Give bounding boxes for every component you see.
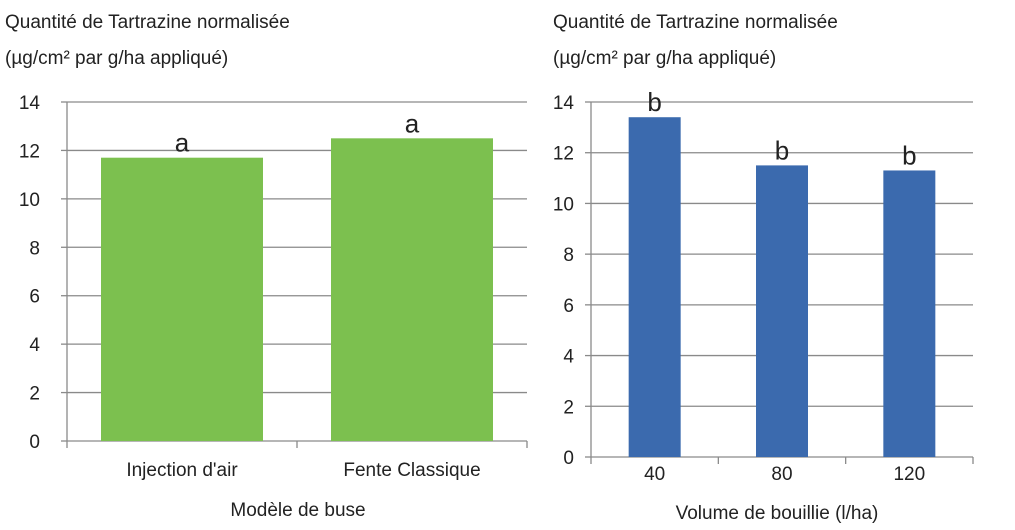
data-label: b [775, 135, 789, 165]
y-tick-label: 14 [553, 93, 575, 114]
chart-subtitle: (µg/cm² par g/ha appliqué) [553, 48, 776, 69]
bar [628, 117, 681, 457]
bar [331, 138, 493, 442]
bar [883, 170, 936, 457]
chart-left: Quantité de Tartrazine normalisée (µg/cm… [5, 12, 528, 521]
bar [756, 165, 808, 457]
x-axis-label: Modèle de buse [230, 500, 365, 521]
tick-labels: 0 2 4 6 8 10 12 14 40 80 120 [553, 93, 925, 485]
chart-right: Quantité de Tartrazine normalisée (µg/cm… [553, 12, 974, 524]
y-tick-label: 8 [563, 245, 574, 266]
bar [101, 157, 263, 441]
y-tick-label: 2 [563, 397, 574, 418]
chart-title: Quantité de Tartrazine normalisée [553, 12, 838, 33]
y-tick-label: 6 [563, 296, 574, 317]
tick-labels: 0 2 4 6 8 10 12 14 Injection d'air Fente Classiqu… [19, 93, 481, 481]
y-tick-label: 0 [29, 432, 40, 453]
y-tick-label: 12 [553, 144, 574, 165]
y-tick-label: 10 [553, 194, 574, 215]
y-tick-label: 0 [563, 448, 574, 469]
x-tick-label: Fente Classique [343, 460, 480, 481]
x-tick-label: 40 [644, 464, 665, 485]
bars: b b b [628, 87, 936, 457]
y-tick-label: 6 [29, 287, 40, 308]
data-label: b [647, 87, 661, 117]
data-label: b [902, 140, 916, 170]
y-tick-label: 14 [19, 93, 41, 114]
y-tick-label: 10 [19, 190, 40, 211]
data-label: a [175, 128, 190, 158]
y-tick-label: 4 [29, 335, 40, 356]
y-tick-label: 4 [563, 347, 574, 368]
chart-title: Quantité de Tartrazine normalisée [5, 12, 290, 33]
chart-subtitle: (µg/cm² par g/ha appliqué) [5, 48, 228, 69]
x-axis-label: Volume de bouillie (l/ha) [676, 503, 879, 524]
y-tick-label: 8 [29, 238, 40, 259]
x-tick-label: 80 [771, 464, 792, 485]
data-label: a [405, 108, 420, 138]
y-tick-label: 2 [29, 384, 40, 405]
bars: aa [101, 108, 493, 442]
x-tick-label: Injection d'air [126, 460, 238, 481]
y-tick-label: 12 [19, 141, 40, 162]
x-tick-label: 120 [893, 464, 925, 485]
